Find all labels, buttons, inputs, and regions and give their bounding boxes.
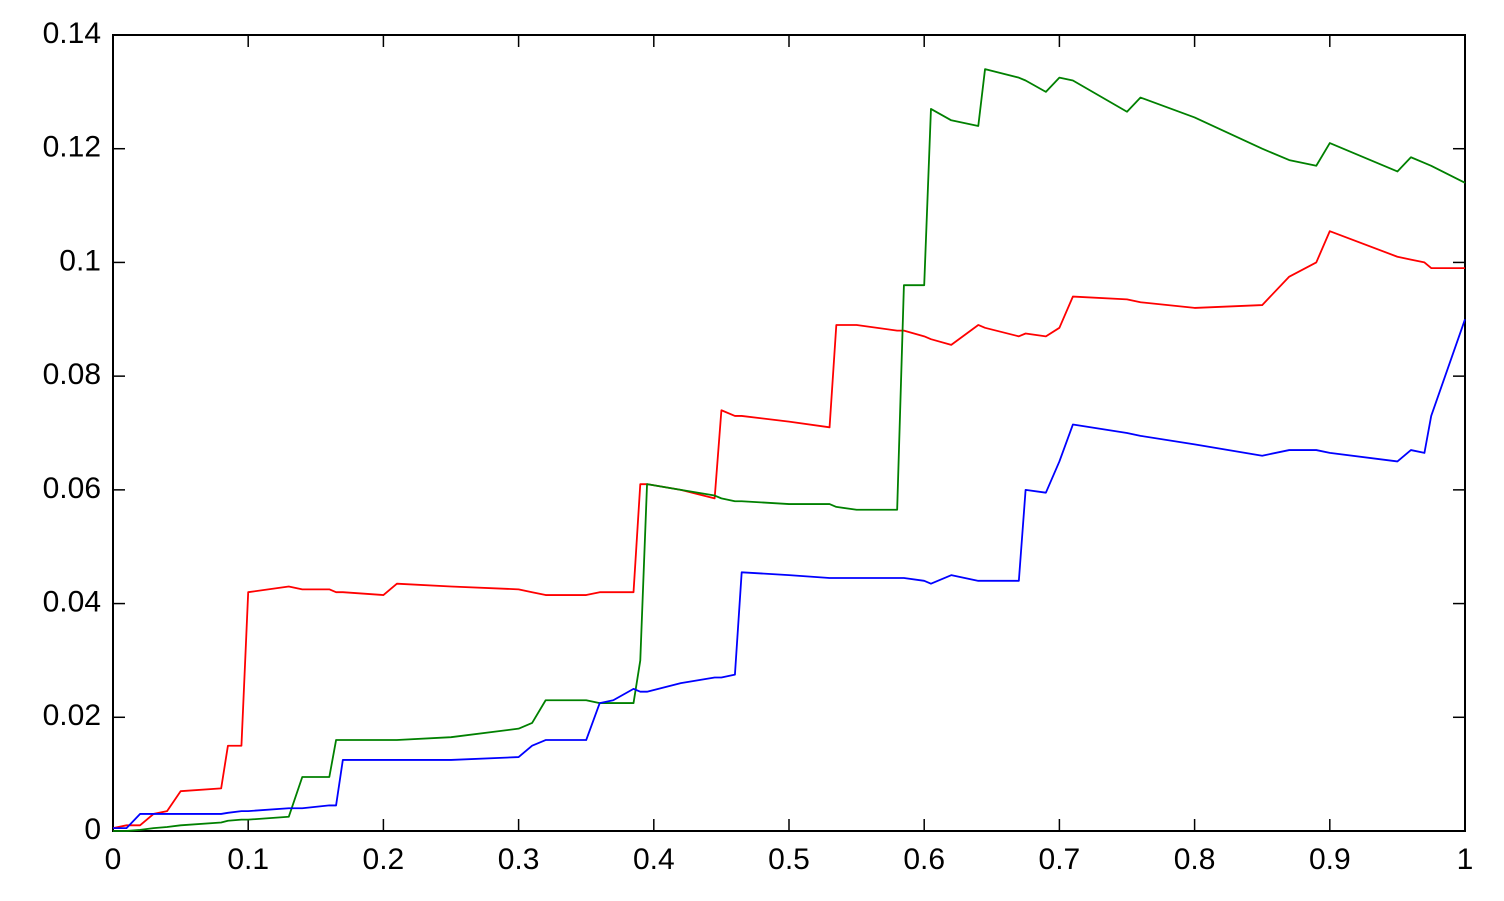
x-tick-label: 0.1 — [227, 843, 269, 876]
y-tick-label: 0.14 — [43, 17, 101, 50]
x-tick-label: 0.4 — [633, 843, 675, 876]
y-tick-label: 0.04 — [43, 585, 101, 618]
x-tick-label: 1 — [1457, 843, 1474, 876]
series-line — [112, 230, 1465, 830]
x-tick-label: 0.6 — [903, 843, 945, 876]
x-tick-label: 0.8 — [1174, 843, 1216, 876]
x-tick-label: 0 — [105, 843, 122, 876]
series-line — [113, 68, 1466, 832]
y-tick-label: 0.12 — [43, 131, 101, 164]
y-tick-label: 0.1 — [59, 244, 101, 277]
x-tick-label: 0.5 — [768, 843, 810, 876]
series-line — [113, 318, 1466, 830]
x-tick-label: 0.7 — [1039, 843, 1081, 876]
x-tick-label: 0.9 — [1309, 843, 1351, 876]
y-tick-label: 0.02 — [43, 699, 101, 732]
x-tick-label: 0.3 — [498, 843, 540, 876]
y-tick-label: 0.08 — [43, 358, 101, 391]
y-tick-label: 0 — [84, 813, 101, 846]
y-tick-label: 0.06 — [43, 472, 101, 505]
plot-frame — [112, 34, 1466, 832]
x-tick-label: 0.2 — [363, 843, 405, 876]
